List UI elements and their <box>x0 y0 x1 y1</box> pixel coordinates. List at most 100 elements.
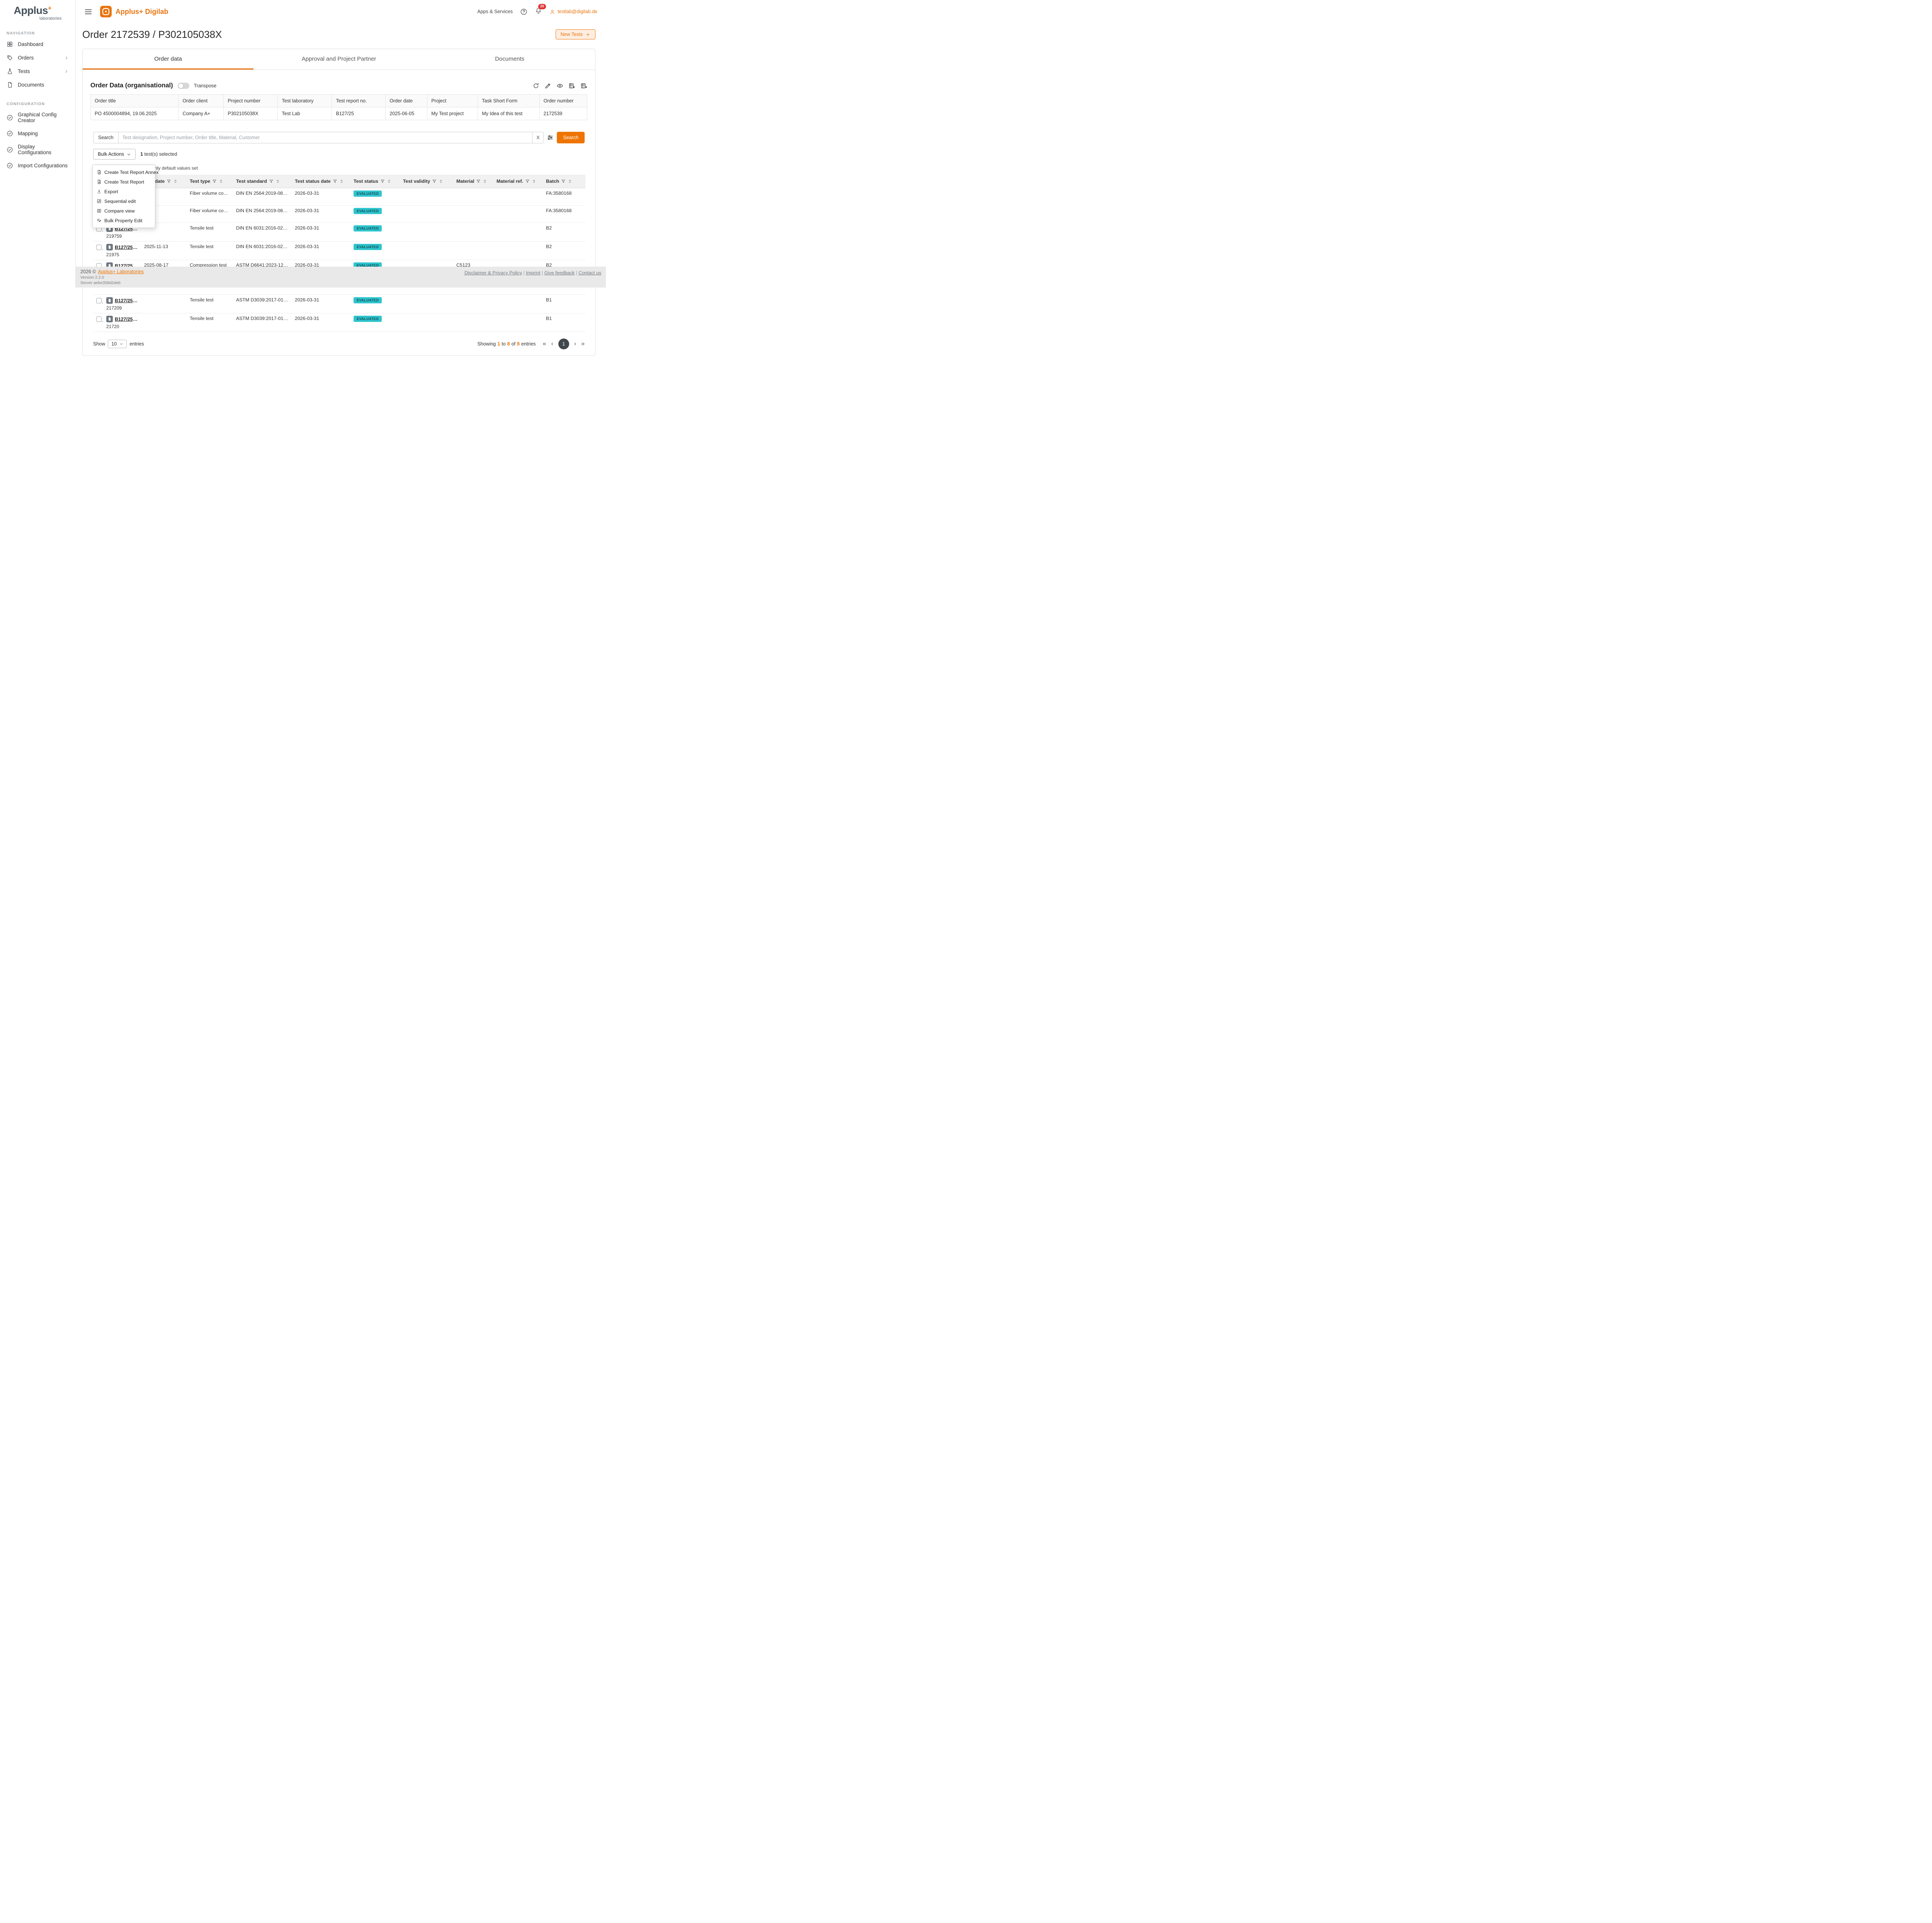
tests-table-body: Fiber volume contentDIN EN 2564:2019-08 … <box>93 188 585 332</box>
sort-icon[interactable] <box>568 179 572 184</box>
sort-icon[interactable] <box>387 179 391 184</box>
sidebar-item-dashboard[interactable]: Dashboard <box>0 37 75 51</box>
footer-link-give-feedback[interactable]: Give feedback <box>544 270 575 276</box>
pagination-area: Showing 1 to 8 of 8 entries « ‹ 1 › » <box>477 339 585 349</box>
sort-icon[interactable] <box>339 179 344 184</box>
first-page-icon[interactable]: « <box>543 341 546 347</box>
sort-icon[interactable] <box>439 179 443 184</box>
column-header-test-standard[interactable]: Test standard <box>233 175 292 188</box>
tests-section: Search X Search Bulk Actions 1 test(s) s… <box>83 132 595 349</box>
sort-icon[interactable] <box>173 179 178 184</box>
new-tests-button[interactable]: New Tests <box>556 29 595 39</box>
footer-link-imprint[interactable]: Imprint <box>526 270 541 276</box>
menu-item-create-test-report-annex[interactable]: Create Test Report Annex <box>93 167 155 177</box>
user-menu[interactable]: testlab@digilab.de <box>549 9 597 15</box>
funnel-icon[interactable] <box>476 179 481 184</box>
table-add-icon[interactable] <box>568 82 575 89</box>
test-designation-link[interactable]: B127/25-9... <box>115 317 138 322</box>
bulk-actions-button[interactable]: Bulk Actions <box>93 149 136 160</box>
menu-item-export[interactable]: Export <box>93 187 155 196</box>
page-size-select[interactable]: 10 <box>108 340 127 348</box>
show-entries-group: Show 10 entries <box>93 340 144 348</box>
prev-page-icon[interactable]: ‹ <box>551 341 553 347</box>
notifications-button[interactable]: 20 <box>535 7 542 16</box>
applus-laboratories-logo: Applus+ laboratories <box>14 5 62 21</box>
sort-icon[interactable] <box>483 179 487 184</box>
column-header-material-ref[interactable]: Material ref. <box>493 175 543 188</box>
visibility-icon[interactable] <box>556 82 563 89</box>
menu-item-bulk-property-edit[interactable]: Bulk Property Edit <box>93 216 155 225</box>
sort-icon[interactable] <box>276 179 280 184</box>
funnel-icon[interactable] <box>269 179 274 184</box>
menu-item-create-test-report[interactable]: Create Test Report <box>93 177 155 187</box>
cell-status-date: 2026-03-31 <box>292 295 350 313</box>
footer-link-disclaimer-privacy-policy[interactable]: Disclaimer & Privacy Policy <box>464 270 522 276</box>
column-header-material[interactable]: Material <box>453 175 493 188</box>
footer-link-contact-us[interactable]: Contact us <box>578 270 601 276</box>
funnel-icon[interactable] <box>525 179 530 184</box>
funnel-icon[interactable] <box>432 179 437 184</box>
next-page-icon[interactable]: › <box>574 341 576 347</box>
current-page-button[interactable]: 1 <box>558 339 569 349</box>
table-export-icon[interactable] <box>580 82 587 89</box>
menu-item-compare-view[interactable]: Compare view <box>93 206 155 216</box>
cell-batch: B2 <box>543 223 585 242</box>
menu-item-sequential-edit[interactable]: Sequential edit <box>93 196 155 206</box>
app-brand[interactable]: Applus+ Digilab <box>100 6 168 17</box>
sidebar-item-import-configurations[interactable]: Import Configurations <box>0 159 75 172</box>
column-header-test-validity[interactable]: Test validity <box>400 175 453 188</box>
order-panel-actions <box>532 82 587 89</box>
sidebar-item-documents[interactable]: Documents <box>0 78 75 92</box>
sidebar-item-tests[interactable]: Tests <box>0 65 75 78</box>
tab-order-data[interactable]: Order data <box>83 49 253 70</box>
report-annex-icon <box>97 170 102 175</box>
sidebar-item-label: Tests <box>18 68 30 74</box>
order-column-header: Project <box>427 95 478 107</box>
column-header-test-status[interactable]: Test status <box>350 175 400 188</box>
filter-options-icon[interactable] <box>547 134 554 141</box>
funnel-icon[interactable] <box>561 179 566 184</box>
column-header-test-status-date[interactable]: Test status date <box>292 175 350 188</box>
funnel-icon[interactable] <box>333 179 337 184</box>
test-designation-link[interactable]: B127/25-9... <box>115 298 138 303</box>
sidebar-item-graphical-config-creator[interactable]: Graphical Config Creator <box>0 108 75 127</box>
cell-status: EVALUATED <box>350 206 400 223</box>
test-number: 217209 <box>106 305 138 311</box>
logo-subtext: laboratories <box>14 16 62 21</box>
cell-type: Tensile test <box>187 223 233 242</box>
column-header-test-type[interactable]: Test type <box>187 175 233 188</box>
test-designation-link[interactable]: B127/25-9... <box>115 245 138 250</box>
showing-to: 8 <box>507 341 510 347</box>
search-button[interactable]: Search <box>557 132 585 143</box>
logo-text: Applus <box>14 5 48 16</box>
company-link[interactable]: Applus+ Laboratories <box>98 269 144 274</box>
help-icon[interactable] <box>520 8 527 15</box>
transpose-toggle[interactable] <box>178 83 189 89</box>
tab-approval-and-project-partner[interactable]: Approval and Project Partner <box>253 49 424 70</box>
funnel-icon[interactable] <box>167 179 171 184</box>
apps-services-link[interactable]: Apps & Services <box>477 9 513 14</box>
search-input[interactable] <box>119 132 532 143</box>
tab-documents[interactable]: Documents <box>424 49 595 70</box>
sidebar-item-mapping[interactable]: Mapping <box>0 127 75 140</box>
refresh-icon[interactable] <box>532 82 539 89</box>
cell-status-date: 2026-03-31 <box>292 188 350 206</box>
column-header-batch[interactable]: Batch <box>543 175 585 188</box>
sort-icon[interactable] <box>532 179 536 184</box>
funnel-icon[interactable] <box>380 179 385 184</box>
sidebar-item-orders[interactable]: Orders <box>0 51 75 65</box>
clear-search-button[interactable]: X <box>532 132 543 143</box>
sidebar-item-display-configurations[interactable]: Display Configurations <box>0 140 75 159</box>
cell-standard: ASTM D3039:2017-01 | Test... <box>233 313 292 332</box>
row-checkbox[interactable] <box>96 298 102 303</box>
sort-icon[interactable] <box>219 179 223 184</box>
digilab-logo-icon <box>100 6 112 17</box>
row-checkbox[interactable] <box>96 245 102 250</box>
funnel-icon[interactable] <box>212 179 217 184</box>
edit-icon[interactable] <box>544 82 551 89</box>
notification-badge: 20 <box>538 4 546 9</box>
row-checkbox[interactable] <box>96 317 102 322</box>
last-page-icon[interactable]: » <box>581 341 585 347</box>
cell-validity <box>400 188 453 206</box>
hamburger-menu-icon[interactable] <box>84 8 92 16</box>
